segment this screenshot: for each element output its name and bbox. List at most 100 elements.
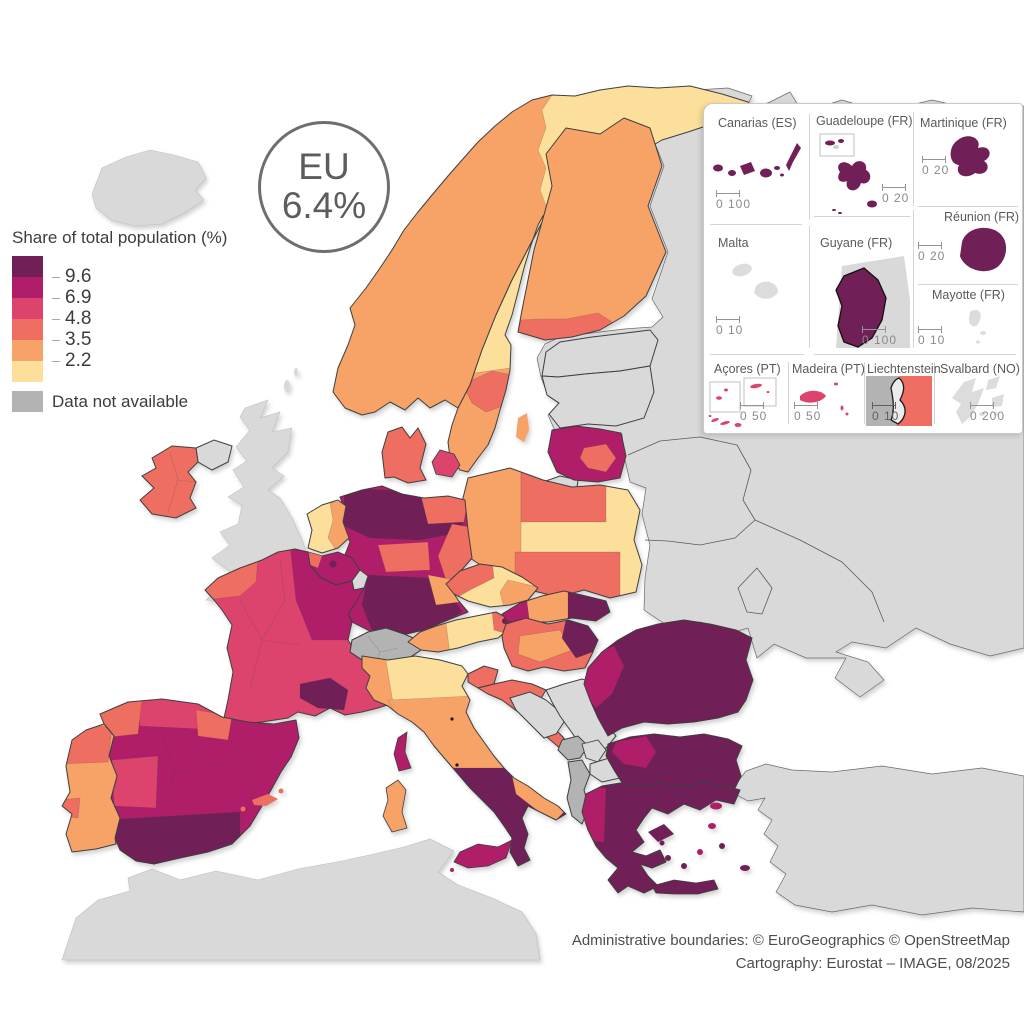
legend-scale: 9.6 6.9 4.8 3.5 2.2 <box>12 256 227 382</box>
country-hungary <box>501 617 599 672</box>
scalebar-icon <box>716 316 740 323</box>
region-montenegro <box>557 735 589 761</box>
country-portugal <box>61 723 121 853</box>
region-shetland-islands <box>284 368 298 392</box>
attribution-line-2: Cartography: Eurostat – IMAGE, 08/2025 <box>735 954 1010 972</box>
legend: Share of total population (%) 9.6 6.9 4.… <box>12 228 227 412</box>
eu-total-badge: EU 6.4% <box>258 121 390 253</box>
region-bulgaria-southwest <box>611 735 657 769</box>
region-spain-andalusia <box>103 811 241 864</box>
region-ireland <box>139 445 199 519</box>
panel-divider <box>814 216 910 217</box>
panel-divider <box>934 362 935 424</box>
inset-scale-svalbard: 0 200 <box>970 402 1005 423</box>
inset-map-reunion <box>960 227 1007 272</box>
region-denmark-jutland <box>381 426 427 484</box>
san-marino-dot <box>450 717 454 721</box>
inset-label-guadeloupe: Guadeloupe (FR) <box>816 114 913 128</box>
inset-scale-reunion: 0 20 <box>918 242 945 263</box>
scalebar-icon <box>794 402 818 409</box>
panel-divider <box>918 284 1018 285</box>
scalebar-icon <box>740 402 764 409</box>
attribution: Administrative boundaries: © EuroGeograp… <box>572 930 1010 975</box>
scalebar-icon <box>872 402 896 409</box>
panel-divider <box>710 354 804 355</box>
panel-divider <box>788 362 789 424</box>
country-romania <box>583 619 754 737</box>
inset-label-madeira: Madeira (PT) <box>792 362 865 376</box>
region-kosovo <box>581 739 607 763</box>
legend-break-5: 2.2 <box>52 350 91 372</box>
panel-divider <box>918 206 1018 207</box>
eu-badge-value: 6.4% <box>281 185 367 226</box>
inset-map-guadeloupe <box>819 133 877 214</box>
inset-scale-madeira: 0 50 <box>794 402 821 423</box>
scalebar-icon <box>970 402 994 409</box>
rome-vatican-dot <box>455 763 459 767</box>
inset-map-canarias <box>713 143 801 178</box>
region-iceland <box>91 149 207 227</box>
bulgaria-region-lines <box>659 739 731 787</box>
moldova-border <box>737 567 773 615</box>
panel-divider <box>913 112 914 206</box>
region-spain-balearics <box>240 788 284 812</box>
inset-map-svalbard <box>952 376 1004 424</box>
inset-label-svalbard: Svalbard (NO) <box>940 362 1020 376</box>
region-portugal-lisbon <box>62 797 81 819</box>
inset-label-malta: Malta <box>718 236 749 250</box>
legend-break-4: 3.5 <box>52 329 91 351</box>
region-denmark-islands <box>431 449 461 478</box>
inset-label-liechtenstein: Liechtenstein <box>867 362 941 376</box>
legend-break-1: 9.6 <box>52 266 91 288</box>
panel-divider <box>809 114 810 220</box>
scalebar-icon <box>918 242 942 249</box>
scalebar-icon <box>862 326 886 333</box>
inset-label-acores: Açores (PT) <box>714 362 781 376</box>
inset-label-martinique: Martinique (FR) <box>920 116 1007 130</box>
inset-map-guyane <box>835 256 910 348</box>
legend-break-2: 6.9 <box>52 287 91 309</box>
inset-map-madeira <box>800 382 849 416</box>
region-gotland <box>516 413 529 442</box>
region-spain-extremadura <box>111 755 159 809</box>
inset-scale-mayotte: 0 10 <box>918 326 945 347</box>
inset-map-acores <box>708 377 777 427</box>
eu-badge-region: EU <box>298 146 350 187</box>
country-finland <box>517 117 667 341</box>
region-brussels <box>329 560 337 568</box>
region-hungary-center <box>517 629 573 663</box>
outermost-regions-panel: Canarias (ES) 0 100 Guadeloupe (FR) <box>703 103 1023 434</box>
country-poland <box>461 467 643 599</box>
country-italy <box>361 655 567 867</box>
country-bulgaria <box>605 733 743 790</box>
legend-swatch-4 <box>12 319 43 340</box>
legend-swatch-2 <box>12 277 43 298</box>
inset-scale-martinique: 0 20 <box>922 156 949 177</box>
panel-divider <box>710 224 802 225</box>
inset-scale-guadeloupe: 0 20 <box>882 184 909 205</box>
inset-label-mayotte: Mayotte (FR) <box>932 288 1005 302</box>
inset-label-reunion: Réunion (FR) <box>944 210 1020 224</box>
legend-no-data: Data not available <box>12 391 227 412</box>
region-north-africa <box>61 838 541 961</box>
inset-map-malta <box>732 263 778 299</box>
greek-islands-purple <box>648 824 750 871</box>
legend-swatch-6 <box>12 361 43 382</box>
legend-no-data-label: Data not available <box>52 391 189 411</box>
inset-map-martinique <box>950 136 990 177</box>
country-germany <box>339 485 473 637</box>
attribution-line-1: Administrative boundaries: © EuroGeograp… <box>571 932 1010 949</box>
scalebar-icon <box>716 190 740 197</box>
region-lithuania-southeast <box>579 443 617 473</box>
legend-swatch-5 <box>12 340 43 361</box>
region-turkey <box>732 763 1024 916</box>
romania-region-lines <box>619 639 741 716</box>
region-bosnia <box>509 691 565 739</box>
inset-map-liechtenstein <box>866 376 932 426</box>
legend-break-3: 4.8 <box>52 308 91 330</box>
region-sardinia <box>382 779 408 833</box>
region-northern-ireland <box>195 439 233 471</box>
inset-scale-malta: 0 10 <box>716 316 743 337</box>
panel-divider <box>814 354 1016 355</box>
